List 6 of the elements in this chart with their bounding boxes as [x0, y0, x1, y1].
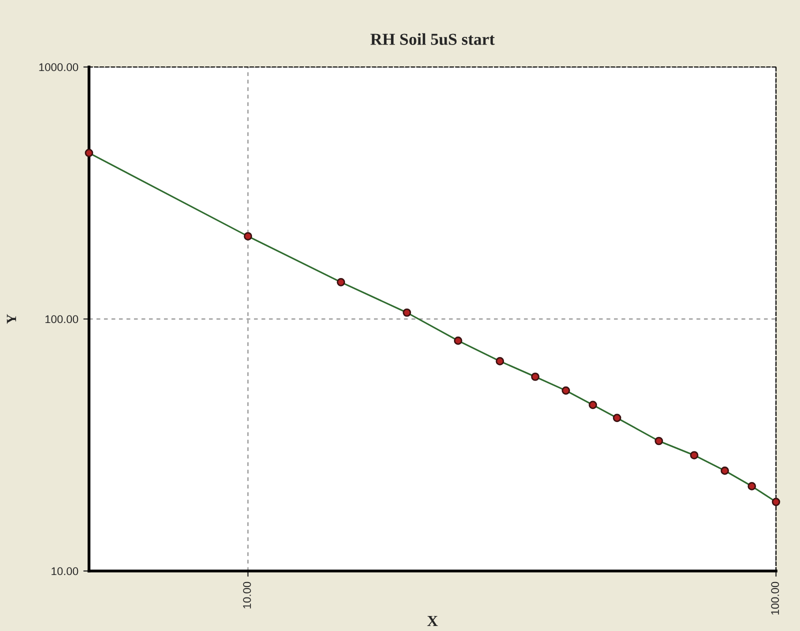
x-axis-title: X — [427, 616, 438, 626]
chart-title: RH Soil 5uS start — [370, 33, 495, 45]
y-tick-label: 1000.00 — [39, 63, 78, 72]
y-tick-label: 10.00 — [52, 567, 78, 576]
y-tick-label: 100.00 — [45, 315, 78, 324]
y-axis-title: Y — [6, 314, 16, 324]
